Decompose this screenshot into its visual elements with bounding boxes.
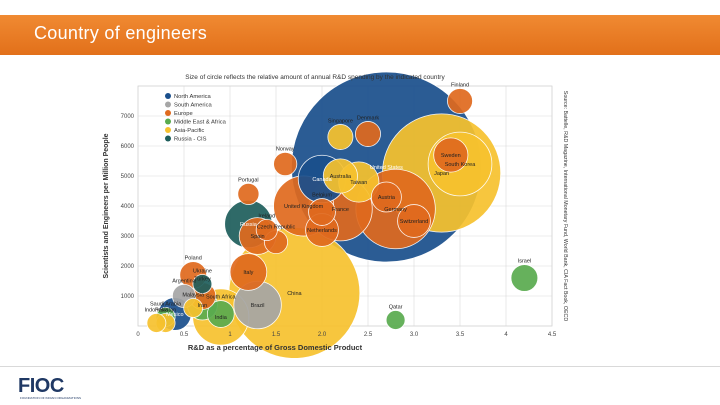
bubble-label: Saudi Arabia <box>150 302 182 308</box>
bubble-israel <box>510 264 539 292</box>
bubble-label: Belgium <box>312 193 332 199</box>
bubble-label: Czech Republic <box>257 224 296 230</box>
bubble-label: Mexico <box>166 312 183 318</box>
bubble-sweden <box>433 137 469 173</box>
bubble-malaysia <box>183 298 204 318</box>
legend-label: South America <box>174 103 212 109</box>
bubble-label: Netherlands <box>307 228 337 234</box>
bubble-ireland <box>255 218 278 242</box>
bubble-label: Japan <box>434 171 449 177</box>
x-tick-label: 2.5 <box>364 332 373 338</box>
bubble-label: Singapore <box>328 118 353 124</box>
bubble-label: Ukraine <box>193 269 212 275</box>
fioc-logo: FIOC FOUNDATION OF INDIAN ORGANIZATIONS <box>18 375 82 401</box>
legend-swatch <box>165 93 171 99</box>
bubble-label: Poland <box>185 256 202 262</box>
x-tick-label: 4.5 <box>548 332 557 338</box>
bubble-label: Norway <box>276 146 295 152</box>
legend-swatch <box>165 101 171 108</box>
bubble-label: Germany <box>384 207 407 213</box>
x-tick-label: 4 <box>504 332 508 338</box>
bubble-denmark <box>355 121 381 147</box>
bubble-label: Indonesia <box>144 308 169 314</box>
x-tick-label: 1 <box>228 332 232 338</box>
bubble-portugal <box>237 182 260 206</box>
bubble-label: South Africa <box>206 295 237 301</box>
legend-label: Europe <box>174 111 193 117</box>
x-tick-label: 3.0 <box>410 332 419 338</box>
x-axis-label: R&D as a percentage of Gross Domestic Pr… <box>188 343 363 352</box>
x-tick-label: 2.0 <box>318 332 327 338</box>
y-axis-label: Scientists and Engineers per Million Peo… <box>103 133 110 278</box>
bubble-label: United States <box>370 165 403 171</box>
legend-label: Asia-Pacific <box>174 128 204 134</box>
bubble-chart: United States China Japan Germany South Kore… <box>103 71 568 358</box>
bubble-australia <box>322 158 358 194</box>
bubble-label: Russia <box>240 222 258 228</box>
bubble-label: China <box>287 291 302 297</box>
x-tick-label: 0.5 <box>180 332 189 338</box>
footer-divider <box>0 366 720 367</box>
bubble-qatar <box>385 310 406 330</box>
legend-swatch <box>165 127 171 133</box>
bubble-label: Brazil <box>251 303 265 309</box>
x-tick-label: 1.5 <box>272 332 281 338</box>
bubble-label: Sweden <box>441 153 461 159</box>
bubble-ukraine <box>192 274 213 294</box>
bubble-label: Spain <box>251 234 265 240</box>
bubble-label: India <box>215 315 228 321</box>
bubble-label: Qatar <box>389 305 403 311</box>
y-tick-label: 3000 <box>121 234 135 240</box>
bubble-label: Pakistan <box>155 308 176 314</box>
bubble-label: Italy <box>243 270 253 276</box>
legend-label: Russia - CIS <box>174 137 207 143</box>
bubble-singapore <box>327 124 354 150</box>
y-tick-label: 5000 <box>121 174 135 180</box>
bubble-label: France <box>332 207 349 213</box>
bubble-label: Argentina <box>172 278 196 284</box>
bubble-label: South Korea <box>445 162 477 168</box>
x-tick-label: 0 <box>136 332 140 338</box>
bubble-label: Canada <box>312 177 332 183</box>
bubble-label: Ireland <box>258 213 275 219</box>
source-note: Source: Battelle, R&D Magazine, Internat… <box>562 91 568 322</box>
bubble-label: Austria <box>378 195 396 201</box>
bubble-finland <box>447 88 473 114</box>
bubble-indonesia <box>146 313 167 333</box>
slide-title: Country of engineers <box>34 23 208 43</box>
bubble-label: Malaysia <box>182 293 205 299</box>
y-tick-label: 7000 <box>121 114 135 120</box>
bubble-belgium <box>308 198 336 226</box>
legend-swatch <box>165 110 171 116</box>
legend-swatch <box>165 135 171 142</box>
logo-tagline: FOUNDATION OF INDIAN ORGANIZATIONS <box>20 396 82 400</box>
bubble-label: Taiwan <box>350 180 367 186</box>
legend-label: North America <box>174 94 212 100</box>
y-tick-label: 6000 <box>121 144 135 150</box>
bubble-label: Australia <box>330 174 352 180</box>
slide-header-bar: Country of engineers <box>0 15 720 55</box>
bubble-label: Denmark <box>357 115 380 121</box>
chart-title: Size of circle reflects the relative amo… <box>185 74 445 81</box>
bubble-norway <box>273 151 298 177</box>
legend-swatch <box>165 118 171 125</box>
bubble-label: Turkey <box>194 277 211 283</box>
logo-text: FIOC <box>18 375 64 397</box>
bubble-label: Israel <box>518 259 531 265</box>
x-tick-label: 3.5 <box>456 332 465 338</box>
bubble-label: Iran <box>198 303 207 309</box>
bubble-south-africa <box>206 300 235 328</box>
y-tick-label: 1000 <box>121 294 135 300</box>
bubble-label: Switzerland <box>400 219 428 225</box>
bubble-switzerland <box>397 204 431 238</box>
legend-label: Middle East & Africa <box>174 120 227 126</box>
bubble-label: United Kingdom <box>284 204 324 210</box>
bubble-austria <box>370 181 402 213</box>
y-tick-label: 2000 <box>121 264 135 270</box>
bubble-label: Portugal <box>238 177 259 183</box>
bubble-italy <box>229 253 268 291</box>
bubble-label: Finland <box>451 82 469 88</box>
y-tick-label: 4000 <box>121 204 135 210</box>
